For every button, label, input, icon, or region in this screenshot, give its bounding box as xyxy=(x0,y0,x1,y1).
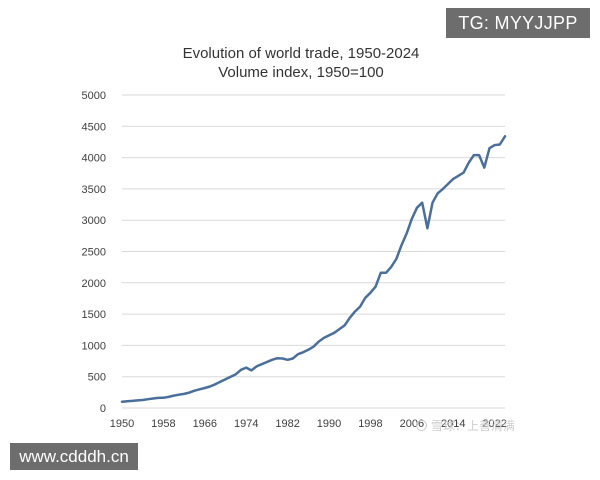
y-tick-label: 0 xyxy=(100,403,106,415)
x-tick-label: 1974 xyxy=(234,418,258,430)
y-tick-label: 2000 xyxy=(82,278,106,290)
x-tick-label: 1950 xyxy=(110,418,134,430)
y-tick-label: 2500 xyxy=(82,247,106,259)
y-tick-label: 1000 xyxy=(82,340,106,352)
xueqiu-logo-icon xyxy=(416,420,427,431)
y-axis-ticks: 0 500 1000 1500 2000 2500 3000 3500 4000 4500 5000 xyxy=(82,90,106,415)
tg-watermark: TG: MYYJJPP xyxy=(446,8,590,38)
x-tick-label: 1990 xyxy=(317,418,341,430)
x-tick-label: 2022 xyxy=(482,418,506,430)
world-trade-line xyxy=(120,135,507,403)
y-tick-label: 3000 xyxy=(82,215,106,227)
x-tick-label: 2014 xyxy=(441,418,465,430)
chart-subtitle: Volume index, 1950=100 xyxy=(218,64,384,81)
y-tick-label: 3500 xyxy=(82,184,106,196)
chart-title: Evolution of world trade, 1950-2024 xyxy=(183,45,420,62)
gridlines xyxy=(122,94,505,409)
xueqiu-watermark-text: 雪球：上善清满 xyxy=(431,419,516,433)
x-tick-label: 1958 xyxy=(151,418,175,430)
x-tick-label: 1966 xyxy=(193,418,217,430)
x-axis-ticks: 1950 1958 1966 1974 1982 1990 1998 2006 2014 2022 xyxy=(110,418,507,430)
x-tick-label: 1998 xyxy=(358,418,382,430)
y-tick-label: 5000 xyxy=(82,90,106,102)
y-tick-label: 500 xyxy=(88,372,106,384)
url-watermark: www.cdddh.cn xyxy=(10,443,138,470)
y-tick-label: 4000 xyxy=(82,153,106,165)
y-tick-label: 1500 xyxy=(82,309,106,321)
y-tick-label: 4500 xyxy=(82,121,106,133)
x-tick-label: 1982 xyxy=(275,418,299,430)
xueqiu-watermark: 雪球：上善清满 xyxy=(416,417,515,434)
